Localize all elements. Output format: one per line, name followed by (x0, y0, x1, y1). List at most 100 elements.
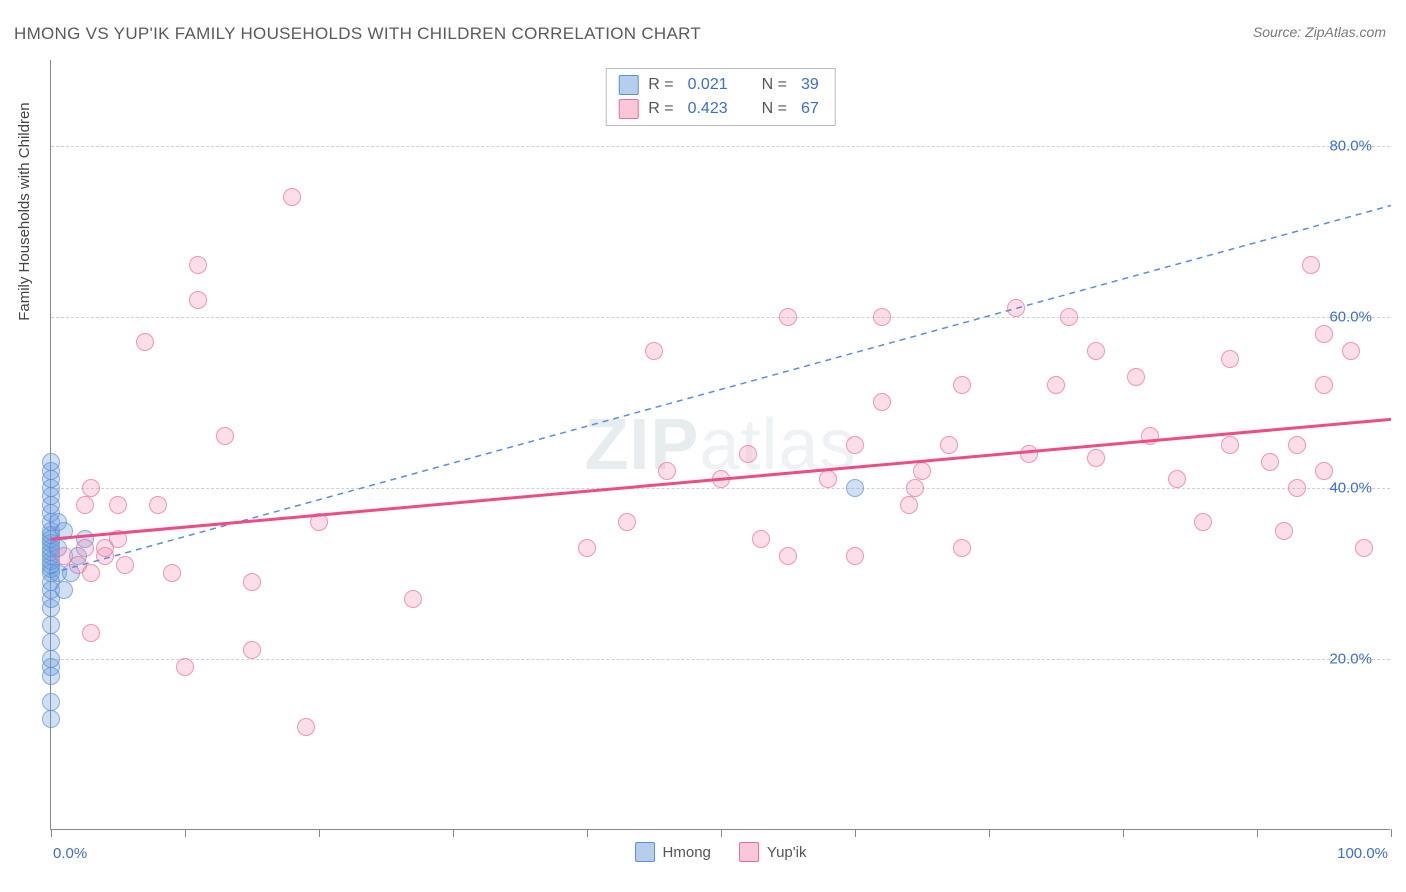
legend-row-hmong: R = 0.021 N = 39 (618, 73, 823, 97)
yupik-point (136, 333, 154, 351)
yupik-point (1315, 462, 1333, 480)
yupik-point (109, 530, 127, 548)
legend-label: Yup'ik (767, 844, 807, 861)
yupik-point (149, 496, 167, 514)
yupik-point (779, 547, 797, 565)
yupik-point (1127, 368, 1145, 386)
yupik-point (1288, 479, 1306, 497)
hmong-point (846, 479, 864, 497)
plot-layer: 20.0%40.0%60.0%80.0%0.0%100.0% (51, 60, 1390, 829)
yupik-point (846, 547, 864, 565)
n-value: 39 (801, 76, 819, 94)
x-tick (587, 829, 588, 837)
yupik-point (76, 539, 94, 557)
series-legend: Hmong Yup'ik (635, 842, 807, 862)
x-tick (51, 829, 52, 837)
yupik-point (819, 470, 837, 488)
yupik-point (310, 513, 328, 531)
yupik-point (1302, 256, 1320, 274)
yupik-point (618, 513, 636, 531)
legend-label: Hmong (663, 844, 711, 861)
x-tick-label: 100.0% (1337, 845, 1388, 862)
legend-item-yupik: Yup'ik (739, 842, 807, 862)
yupik-point (82, 479, 100, 497)
yupik-point (1141, 427, 1159, 445)
yupik-point (82, 564, 100, 582)
yupik-point (404, 590, 422, 608)
y-axis-label: Family Households with Children (16, 102, 33, 320)
legend-item-hmong: Hmong (635, 842, 711, 862)
r-value: 0.423 (688, 100, 728, 118)
legend-row-yupik: R = 0.423 N = 67 (618, 97, 823, 121)
yupik-point (1007, 299, 1025, 317)
hmong-point (42, 453, 60, 471)
r-label: R = (648, 76, 673, 94)
yupik-point (1194, 513, 1212, 531)
x-tick (855, 829, 856, 837)
x-tick (1257, 829, 1258, 837)
x-tick-label: 0.0% (53, 845, 87, 862)
hmong-point (42, 616, 60, 634)
yupik-point (1168, 470, 1186, 488)
yupik-point (76, 496, 94, 514)
x-tick (1123, 829, 1124, 837)
yupik-point (1047, 376, 1065, 394)
yupik-point (953, 539, 971, 557)
x-tick (185, 829, 186, 837)
yupik-point (712, 470, 730, 488)
yupik-point (779, 308, 797, 326)
yupik-point (752, 530, 770, 548)
n-value: 67 (801, 100, 819, 118)
x-tick (721, 829, 722, 837)
yupik-point (913, 462, 931, 480)
hmong-point (55, 522, 73, 540)
yupik-point (189, 256, 207, 274)
yupik-point (906, 479, 924, 497)
yupik-point (1315, 325, 1333, 343)
yupik-point (645, 342, 663, 360)
yupik-point (1288, 436, 1306, 454)
yupik-point (1221, 436, 1239, 454)
yupik-point (953, 376, 971, 394)
yupik-point (1342, 342, 1360, 360)
legend-swatch (618, 75, 638, 95)
legend-swatch (739, 842, 759, 862)
yupik-point (846, 436, 864, 454)
yupik-point (658, 462, 676, 480)
yupik-point (82, 624, 100, 642)
yupik-point (109, 496, 127, 514)
yupik-point (1275, 522, 1293, 540)
r-label: R = (648, 100, 673, 118)
yupik-point (578, 539, 596, 557)
yupik-point (176, 658, 194, 676)
yupik-point (873, 308, 891, 326)
yupik-point (189, 291, 207, 309)
yupik-point (116, 556, 134, 574)
yupik-point (1221, 350, 1239, 368)
y-tick-label: 40.0% (1329, 479, 1372, 496)
n-label: N = (762, 100, 787, 118)
hmong-point (55, 581, 73, 599)
n-label: N = (762, 76, 787, 94)
yupik-point (297, 718, 315, 736)
yupik-point (873, 393, 891, 411)
yupik-point (243, 573, 261, 591)
chart-title: HMONG VS YUP'IK FAMILY HOUSEHOLDS WITH C… (14, 24, 701, 44)
x-tick (1391, 829, 1392, 837)
hmong-point (42, 650, 60, 668)
yupik-point (243, 641, 261, 659)
correlation-legend: R = 0.021 N = 39 R = 0.423 N = 67 (605, 68, 836, 126)
yupik-point (1060, 308, 1078, 326)
legend-swatch (618, 99, 638, 119)
r-value: 0.021 (688, 76, 728, 94)
yupik-point (1261, 453, 1279, 471)
yupik-point (900, 496, 918, 514)
gridline (51, 146, 1390, 147)
gridline (51, 317, 1390, 318)
yupik-point (1020, 445, 1038, 463)
yupik-point (216, 427, 234, 445)
yupik-point (1315, 376, 1333, 394)
hmong-point (42, 633, 60, 651)
yupik-point (739, 445, 757, 463)
hmong-point (42, 693, 60, 711)
